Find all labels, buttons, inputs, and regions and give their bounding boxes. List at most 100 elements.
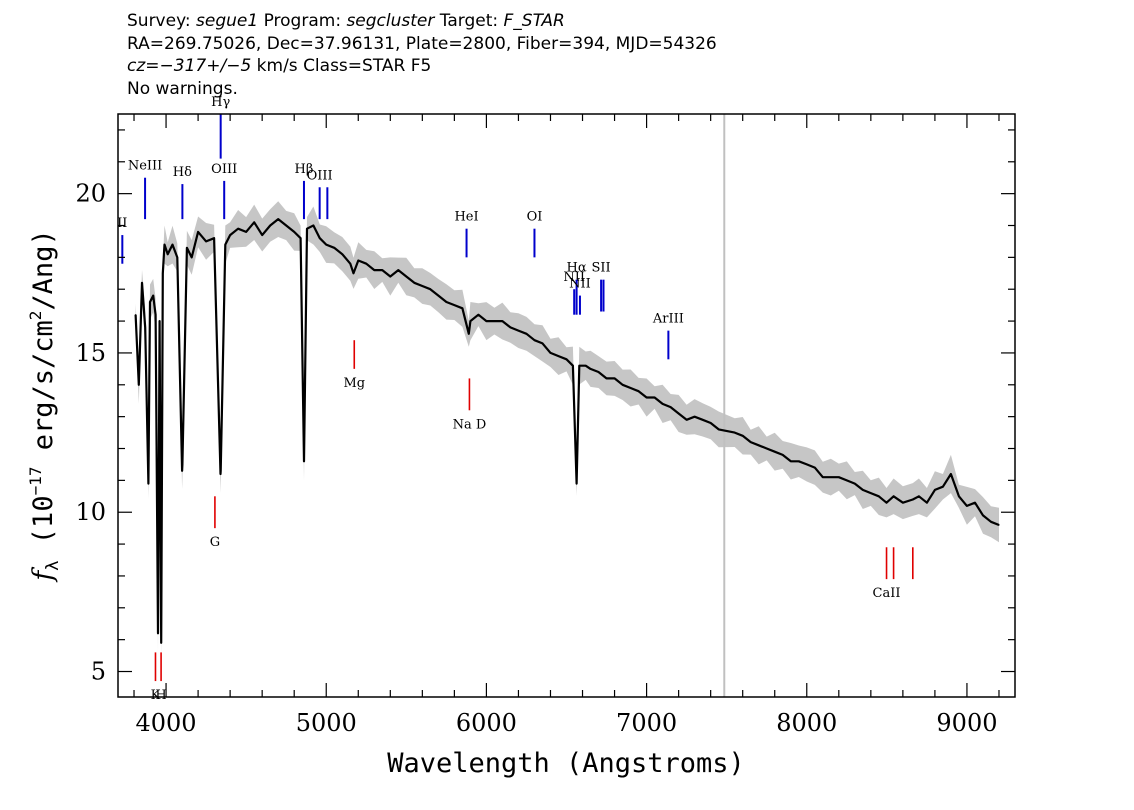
emission-line-label: II (117, 216, 127, 231)
flux-point (742, 435, 744, 437)
y-axis-exp2: 2 (26, 311, 45, 321)
flux-point (461, 307, 463, 309)
absorption-line-label: H (155, 688, 166, 703)
flux-point (163, 244, 166, 246)
flux-point (533, 339, 536, 341)
flux-point (710, 422, 712, 424)
flux-point (565, 358, 568, 360)
flux-point (766, 447, 768, 450)
flux-point (413, 282, 415, 284)
flux-point (814, 467, 816, 469)
y-tick-label: 10 (75, 498, 106, 526)
flux-point (585, 365, 587, 367)
flux-point (912, 498, 914, 501)
cz-value: −317+/−5 (159, 56, 252, 76)
flux-point (605, 377, 608, 380)
flux-point (333, 247, 335, 249)
flux-line (134, 218, 1000, 644)
flux-point (485, 320, 488, 322)
program-label: Program: (258, 11, 347, 31)
flux-point (493, 320, 496, 322)
flux-point (637, 390, 640, 392)
flux-point (300, 237, 302, 239)
flux-point (686, 419, 688, 421)
flux-point (171, 244, 174, 246)
flux-point (653, 396, 656, 399)
flux-point (974, 502, 976, 504)
flux-point (253, 221, 255, 223)
emission-line-label: NeIII (128, 159, 162, 174)
flux-point (277, 218, 279, 220)
flux-point (885, 502, 888, 504)
survey-value: segue1 (196, 11, 259, 31)
flux-point (167, 253, 169, 255)
absorption-line-label: Na D (453, 417, 487, 432)
flux-point (162, 272, 164, 274)
y-tick-label: 20 (75, 180, 106, 208)
flux-point (718, 428, 720, 430)
flux-point (325, 244, 327, 246)
flux-point (157, 632, 159, 634)
emission-line-label: Hβ (295, 162, 314, 177)
flux-point (838, 476, 840, 478)
flux-point (445, 301, 447, 303)
flux-point (186, 247, 188, 249)
flux-point (870, 492, 872, 494)
flux-point (782, 454, 784, 456)
header-line-survey: Survey: segue1 Program: segcluster Targe… (127, 10, 717, 33)
flux-point (572, 365, 574, 367)
emission-line-label: Hδ (173, 165, 192, 180)
flux-point (197, 231, 199, 233)
flux-point (774, 451, 776, 453)
flux-point (846, 479, 848, 481)
flux-point (312, 224, 315, 227)
flux-point (525, 333, 528, 335)
x-tick-label: 4000 (136, 709, 197, 737)
flux-point (934, 489, 936, 491)
plot-data-area (134, 114, 1000, 697)
flux-point (549, 352, 552, 354)
flux-point (397, 269, 399, 271)
x-tick-label: 8000 (776, 709, 837, 737)
emission-line-label: NII (563, 270, 585, 285)
flux-point (966, 505, 968, 507)
flux-point (750, 441, 752, 443)
flux-point (261, 234, 263, 236)
flux-point (149, 301, 151, 303)
cz-equals: = (145, 56, 160, 76)
absorption-line-label: K (151, 688, 161, 703)
absorption-line-label: Mg (343, 376, 365, 391)
flux-point (998, 524, 1000, 526)
flux-point (589, 368, 592, 370)
x-tick-label: 6000 (456, 709, 517, 737)
emission-line-label: OIII (307, 168, 333, 183)
flux-point (950, 473, 952, 475)
flux-point (341, 253, 343, 255)
flux-point (159, 320, 161, 322)
y-axis-title: fλ (10−17 erg/s/cm2/Ang) (26, 229, 63, 582)
flux-point (147, 482, 150, 485)
flux-point (645, 396, 648, 399)
flux-point (237, 228, 239, 230)
y-axis-rest: (10 (28, 495, 59, 560)
flux-point (806, 463, 808, 466)
emission-line-label: ArIII (652, 312, 684, 327)
flux-point (205, 240, 207, 243)
flux-point (306, 228, 308, 230)
flux-point (509, 326, 512, 329)
absorption-line-label: G (210, 535, 220, 550)
flux-point (926, 502, 928, 504)
y-axis-tail: /Ang) (28, 229, 59, 310)
flux-point (477, 314, 480, 316)
header-line-coordinates: RA=269.75026, Dec=37.96131, Plate=2800, … (127, 33, 717, 54)
flux-point (830, 476, 832, 478)
flux-point (578, 365, 580, 367)
flux-point (303, 460, 305, 462)
flux-point (878, 495, 880, 497)
flux-point (670, 406, 672, 408)
flux-point (557, 355, 560, 357)
flux-point (758, 444, 760, 446)
flux-point (517, 330, 520, 332)
flux-point (790, 460, 792, 462)
